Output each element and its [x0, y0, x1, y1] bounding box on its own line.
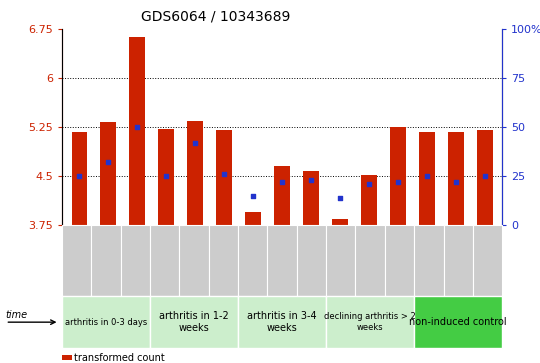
- Bar: [187, 121, 203, 225]
- Bar: [100, 122, 117, 225]
- Point: [278, 179, 286, 185]
- Text: arthritis in 1-2
weeks: arthritis in 1-2 weeks: [159, 311, 229, 333]
- Point: [75, 173, 84, 179]
- Bar: [158, 129, 174, 225]
- Text: non-induced control: non-induced control: [409, 317, 507, 327]
- Point: [394, 179, 402, 185]
- Point: [336, 195, 345, 200]
- Point: [220, 171, 228, 177]
- Bar: [303, 171, 319, 225]
- Bar: [217, 130, 232, 225]
- Bar: [448, 132, 464, 225]
- Point: [133, 124, 141, 130]
- Text: arthritis in 3-4
weeks: arthritis in 3-4 weeks: [247, 311, 317, 333]
- Point: [481, 173, 489, 179]
- Text: arthritis in 0-3 days: arthritis in 0-3 days: [65, 318, 147, 327]
- Point: [104, 159, 113, 165]
- Point: [307, 177, 315, 183]
- Bar: [332, 219, 348, 225]
- Bar: [477, 130, 493, 225]
- Bar: [71, 132, 87, 225]
- Text: time: time: [5, 310, 28, 320]
- Bar: [390, 127, 406, 225]
- Point: [191, 140, 200, 146]
- Text: declining arthritis > 2
weeks: declining arthritis > 2 weeks: [325, 313, 416, 332]
- Point: [423, 173, 431, 179]
- Point: [162, 173, 171, 179]
- Point: [249, 193, 258, 199]
- Bar: [245, 212, 261, 225]
- Bar: [274, 166, 290, 225]
- Text: transformed count: transformed count: [74, 352, 165, 363]
- Text: GDS6064 / 10343689: GDS6064 / 10343689: [141, 9, 291, 23]
- Point: [364, 181, 373, 187]
- Point: [451, 179, 460, 185]
- Bar: [419, 132, 435, 225]
- Bar: [130, 37, 145, 225]
- Bar: [361, 175, 377, 225]
